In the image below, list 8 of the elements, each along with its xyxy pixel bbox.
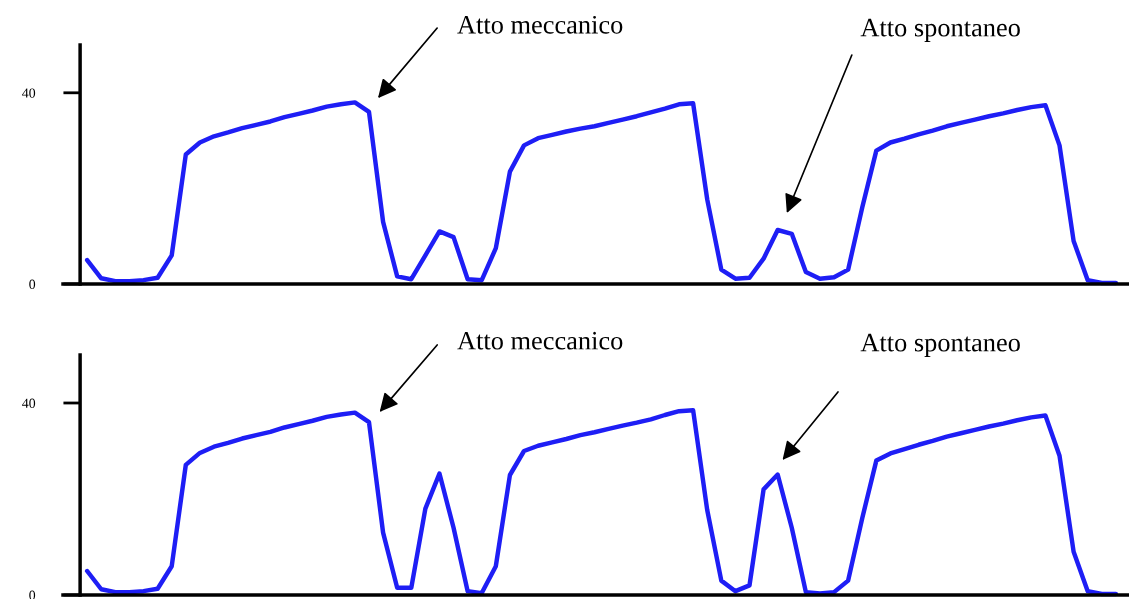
y-tick-label: 0 xyxy=(29,590,36,599)
y-tick-label: 40 xyxy=(22,88,36,98)
text: Atto spontaneo xyxy=(860,18,1020,42)
text: Atto meccanico xyxy=(457,15,623,34)
y-tick-label: 40 xyxy=(22,398,36,408)
annotation: Atto spontaneo xyxy=(860,333,1020,357)
y-tick-label: 0 xyxy=(29,279,36,289)
text: Atto meccanico xyxy=(457,331,623,350)
